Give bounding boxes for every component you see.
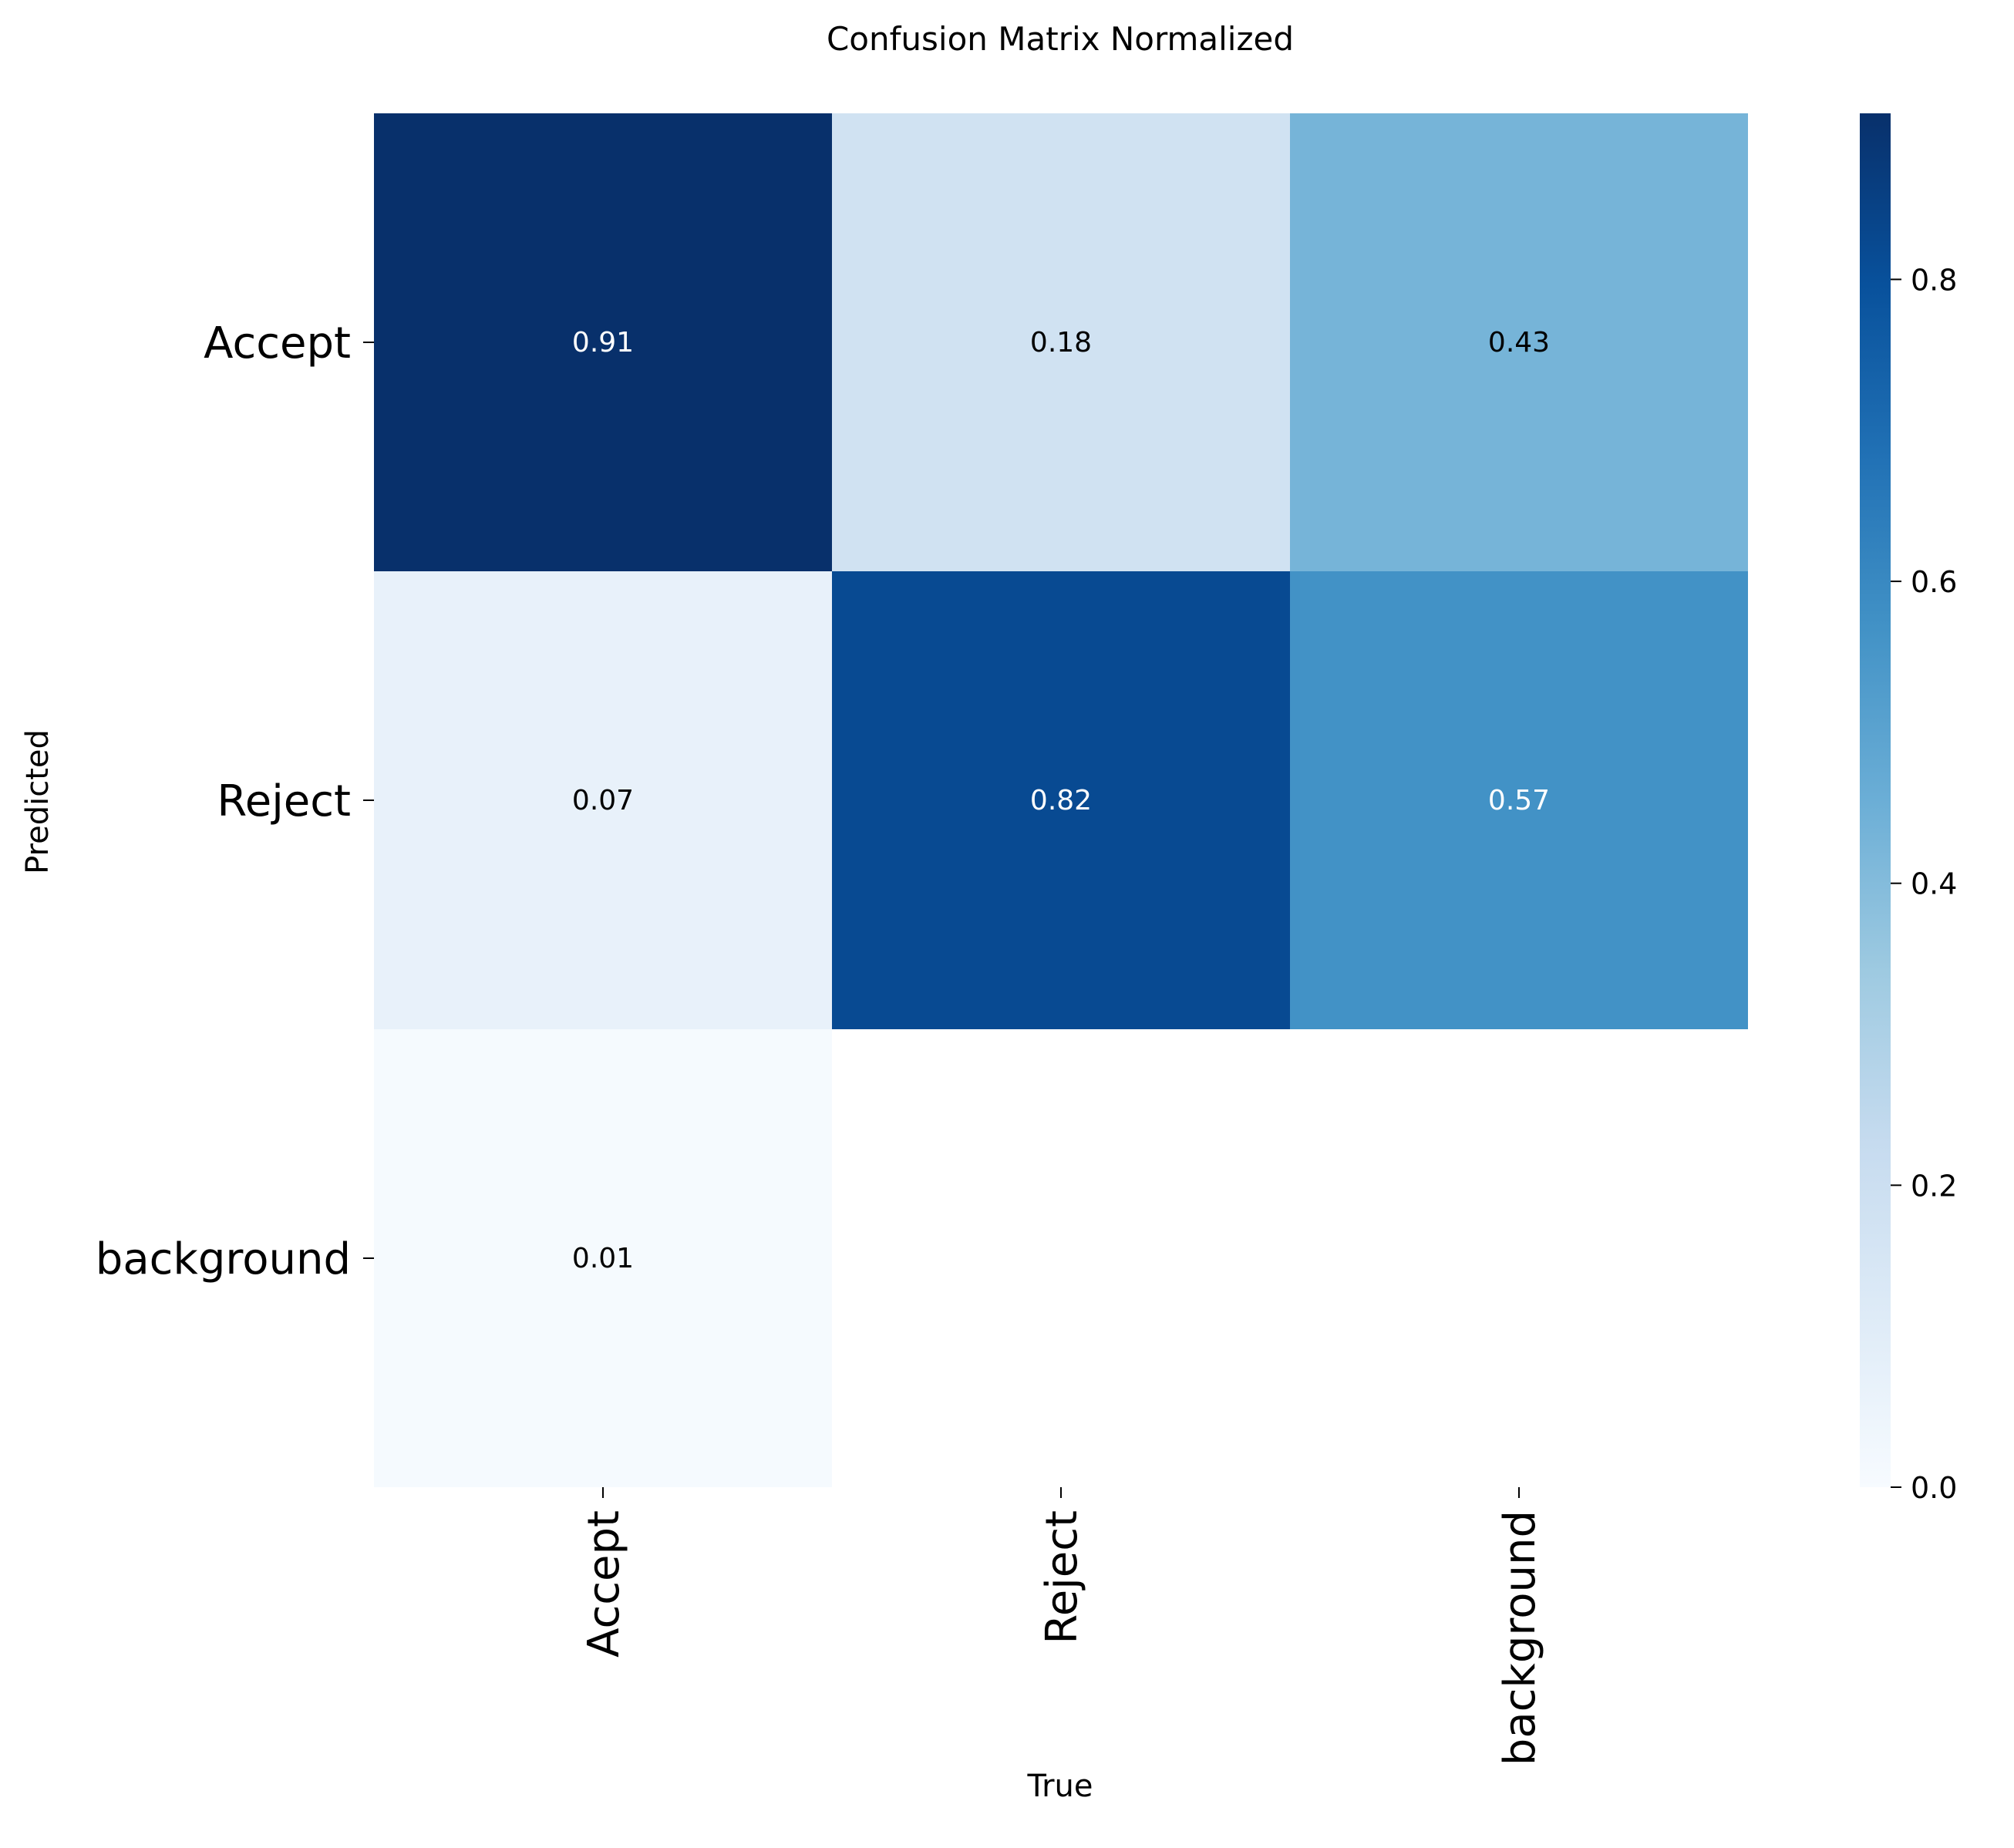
y-axis-ticks: Accept Reject background: [96, 318, 374, 1284]
colorbar: 0.0 0.2 0.4 0.6 0.8: [1860, 113, 1957, 1505]
colorbar-tick-label: 0.6: [1911, 565, 1957, 599]
colorbar-gradient: [1860, 113, 1891, 1487]
x-axis-label: True: [1027, 1769, 1093, 1804]
cell-value-reject-accept: 0.07: [572, 785, 634, 816]
y-tick-label-background: background: [96, 1234, 351, 1284]
heatmap-cell-accept-reject: [832, 113, 1290, 571]
cell-value-background-accept: 0.01: [572, 1243, 634, 1274]
cell-value-reject-reject: 0.82: [1030, 785, 1092, 816]
x-axis-ticks: Accept Reject background: [579, 1487, 1545, 1766]
cell-value-accept-background: 0.43: [1488, 327, 1550, 358]
heatmap-cell-reject-accept: [374, 571, 832, 1029]
y-tick-label-accept: Accept: [204, 318, 351, 369]
heatmap-cell-reject-reject: [832, 571, 1290, 1029]
heatmap-cell-accept-accept: [374, 113, 832, 571]
x-tick-label-background: background: [1495, 1510, 1545, 1766]
y-axis-label: Predicted: [20, 729, 56, 874]
heatmap-cell-background-accept: [374, 1029, 832, 1487]
x-tick-label-reject: Reject: [1037, 1510, 1087, 1644]
cell-value-reject-background: 0.57: [1488, 785, 1550, 816]
cell-labels: 0.91 0.18 0.43 0.07 0.82 0.57 0.01: [572, 327, 1550, 1274]
x-tick-label-accept: Accept: [579, 1510, 629, 1658]
colorbar-tick-label: 0.2: [1911, 1169, 1957, 1203]
cell-value-accept-accept: 0.91: [572, 327, 634, 358]
cell-value-accept-reject: 0.18: [1030, 327, 1092, 358]
y-tick-label-reject: Reject: [217, 776, 351, 826]
colorbar-tick-label: 0.0: [1911, 1471, 1957, 1505]
colorbar-tick-label: 0.4: [1911, 867, 1957, 901]
chart-title: Confusion Matrix Normalized: [827, 20, 1294, 58]
heatmap-cell-reject-background: [1290, 571, 1748, 1029]
heatmap-cell-accept-background: [1290, 113, 1748, 571]
heatmap-cells: [374, 113, 1748, 1487]
colorbar-tick-label: 0.8: [1911, 263, 1957, 297]
